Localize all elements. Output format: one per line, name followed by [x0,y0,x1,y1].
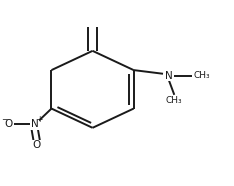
Text: N: N [31,119,38,129]
Text: +: + [36,115,42,124]
Text: O: O [4,119,13,129]
Text: CH₃: CH₃ [194,71,211,80]
Text: CH₃: CH₃ [166,96,183,105]
Text: N: N [165,71,172,81]
Text: O: O [33,140,41,150]
Text: −: − [1,115,7,124]
